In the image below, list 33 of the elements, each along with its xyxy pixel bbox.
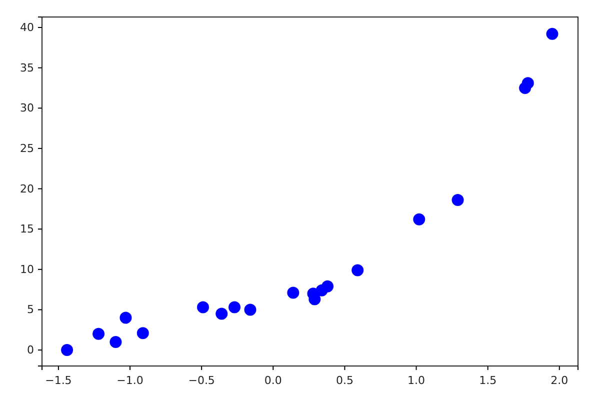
y-tick-label: 35 [20, 61, 34, 74]
y-tick-label: 0 [27, 344, 34, 357]
x-tick-label: −1.5 [45, 374, 72, 387]
point [61, 344, 74, 356]
y-tick-label: 30 [20, 102, 34, 115]
x-tick-label: 0.0 [264, 374, 282, 387]
y-tick-label: 10 [20, 262, 34, 276]
point [120, 312, 132, 324]
point [352, 264, 364, 276]
point [546, 28, 558, 40]
point [216, 308, 228, 320]
point [522, 77, 534, 90]
point [287, 286, 300, 299]
point [110, 336, 122, 348]
point [413, 213, 426, 226]
point [136, 327, 149, 340]
point [228, 301, 240, 314]
x-tick-label: 1.0 [408, 374, 426, 387]
y-tick-label: 20 [20, 182, 34, 196]
point [92, 328, 105, 340]
y-tick-label: 25 [20, 142, 34, 155]
x-tick-label: 0.5 [336, 374, 354, 387]
x-tick-label: 2.0 [550, 374, 568, 387]
point [197, 301, 210, 314]
y-tick-label: 40 [20, 21, 34, 34]
x-tick-label: 1.5 [479, 374, 497, 387]
y-tick-label: 15 [20, 222, 34, 236]
point [244, 304, 256, 316]
point [322, 280, 334, 292]
x-tick-label: −1.0 [116, 374, 144, 387]
x-tick-label: −0.5 [188, 374, 215, 387]
y-tick-label: 5 [27, 303, 34, 316]
point [452, 194, 464, 206]
